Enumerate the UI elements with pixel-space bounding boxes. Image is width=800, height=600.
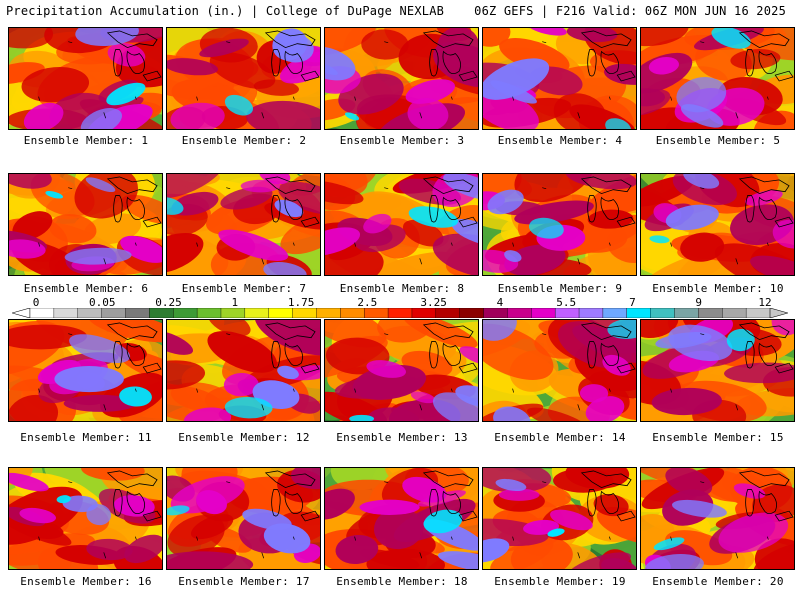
ensemble-member-label: Ensemble Member: 1 — [23, 134, 149, 147]
ensemble-member-label: Ensemble Member: 18 — [336, 575, 468, 588]
colorbar-tick-label: 7 — [629, 296, 636, 309]
ensemble-member-map — [166, 173, 321, 276]
colorbar-tick-label: 3.25 — [420, 296, 447, 309]
colorbar-max-arrow — [769, 308, 788, 318]
ensemble-member-label: Ensemble Member: 9 — [497, 282, 623, 295]
colorbar-swatch — [531, 308, 556, 318]
ensemble-member-label: Ensemble Member: 8 — [339, 282, 465, 295]
colorbar-swatch — [435, 308, 461, 318]
ensemble-member-map — [324, 467, 479, 570]
precip-colorbar — [12, 308, 788, 318]
ensemble-member-label: Ensemble Member: 11 — [20, 431, 152, 444]
ensemble-member-label: Ensemble Member: 10 — [652, 282, 784, 295]
colorbar-tick-label: 5.5 — [556, 296, 577, 309]
model-valid-time: 06Z GEFS | F216 Valid: 06Z MON JUN 16 20… — [474, 4, 786, 18]
colorbar-tick-label: 0 — [32, 296, 40, 309]
ensemble-member-label: Ensemble Member: 2 — [181, 134, 307, 147]
colorbar-swatch — [674, 308, 699, 318]
colorbar-tick-label: 1 — [231, 296, 239, 309]
ensemble-member-map — [8, 467, 163, 570]
colorbar-swatch — [53, 308, 79, 318]
ensemble-member-map — [8, 173, 163, 276]
colorbar-tick-label: 9 — [695, 296, 703, 309]
ensemble-member-label: Ensemble Member: 16 — [20, 575, 152, 588]
ensemble-member-map — [8, 27, 163, 130]
colorbar-tick-label: 4 — [496, 296, 504, 309]
colorbar-tick-label: 0.25 — [155, 296, 182, 309]
colorbar-tick-label: 0.05 — [89, 296, 116, 309]
colorbar-swatch — [101, 308, 126, 318]
colorbar-swatch — [578, 308, 604, 318]
map-title: Precipitation Accumulation (in.) | Colle… — [6, 4, 445, 18]
ensemble-member-map — [482, 319, 637, 422]
colorbar-swatch — [173, 308, 198, 318]
ensemble-member-map — [640, 173, 795, 276]
ensemble-member-map — [166, 27, 321, 130]
colorbar-swatch — [196, 308, 222, 318]
colorbar-swatch — [602, 308, 628, 318]
colorbar-swatch — [149, 308, 174, 318]
ensemble-member-map — [482, 173, 637, 276]
colorbar-swatch — [459, 308, 485, 318]
colorbar-swatch — [340, 308, 365, 318]
ensemble-member-map — [8, 319, 163, 422]
colorbar-swatch — [220, 308, 246, 318]
ensemble-member-label: Ensemble Member: 12 — [178, 431, 310, 444]
ensemble-member-label: Ensemble Member: 3 — [339, 134, 465, 147]
ensemble-member-label: Ensemble Member: 13 — [336, 431, 468, 444]
colorbar-swatch — [244, 308, 270, 318]
colorbar-swatch — [125, 308, 150, 318]
ensemble-member-label: Ensemble Member: 5 — [655, 134, 781, 147]
ensemble-member-map — [640, 27, 795, 130]
ensemble-member-label: Ensemble Member: 4 — [497, 134, 623, 147]
ensemble-member-map — [166, 319, 321, 422]
colorbar-swatch — [554, 308, 580, 318]
colorbar-swatch — [745, 308, 771, 318]
ensemble-member-label: Ensemble Member: 17 — [178, 575, 310, 588]
ensemble-member-map — [640, 467, 795, 570]
colorbar-tick-label: 12 — [758, 296, 772, 309]
colorbar-swatch — [363, 308, 389, 318]
colorbar-swatch — [292, 308, 317, 318]
ensemble-member-map — [324, 27, 479, 130]
ensemble-member-map — [324, 173, 479, 276]
colorbar-tick-label: 2.5 — [357, 296, 378, 309]
ensemble-member-label: Ensemble Member: 14 — [494, 431, 626, 444]
ensemble-member-label: Ensemble Member: 20 — [652, 575, 784, 588]
colorbar-swatch — [507, 308, 532, 318]
ensemble-member-label: Ensemble Member: 6 — [23, 282, 149, 295]
colorbar-swatch — [316, 308, 341, 318]
ensemble-member-map — [640, 319, 795, 422]
colorbar-tick-label: 1.75 — [287, 296, 315, 309]
colorbar-swatch — [268, 308, 294, 318]
colorbar-swatch — [483, 308, 508, 318]
ensemble-member-map — [482, 27, 637, 130]
colorbar-swatch — [722, 308, 747, 318]
colorbar-swatch — [411, 308, 437, 318]
colorbar-min-arrow — [12, 308, 31, 318]
colorbar-swatch — [387, 308, 413, 318]
colorbar-swatch — [626, 308, 652, 318]
ensemble-member-map — [324, 319, 479, 422]
colorbar-swatch — [650, 308, 676, 318]
colorbar-swatch — [77, 308, 103, 318]
colorbar-swatch — [29, 308, 55, 318]
colorbar-swatch — [698, 308, 723, 318]
ensemble-member-label: Ensemble Member: 15 — [652, 431, 784, 444]
ensemble-member-label: Ensemble Member: 7 — [181, 282, 307, 295]
ensemble-member-label: Ensemble Member: 19 — [494, 575, 626, 588]
ensemble-member-map — [482, 467, 637, 570]
ensemble-member-map — [166, 467, 321, 570]
